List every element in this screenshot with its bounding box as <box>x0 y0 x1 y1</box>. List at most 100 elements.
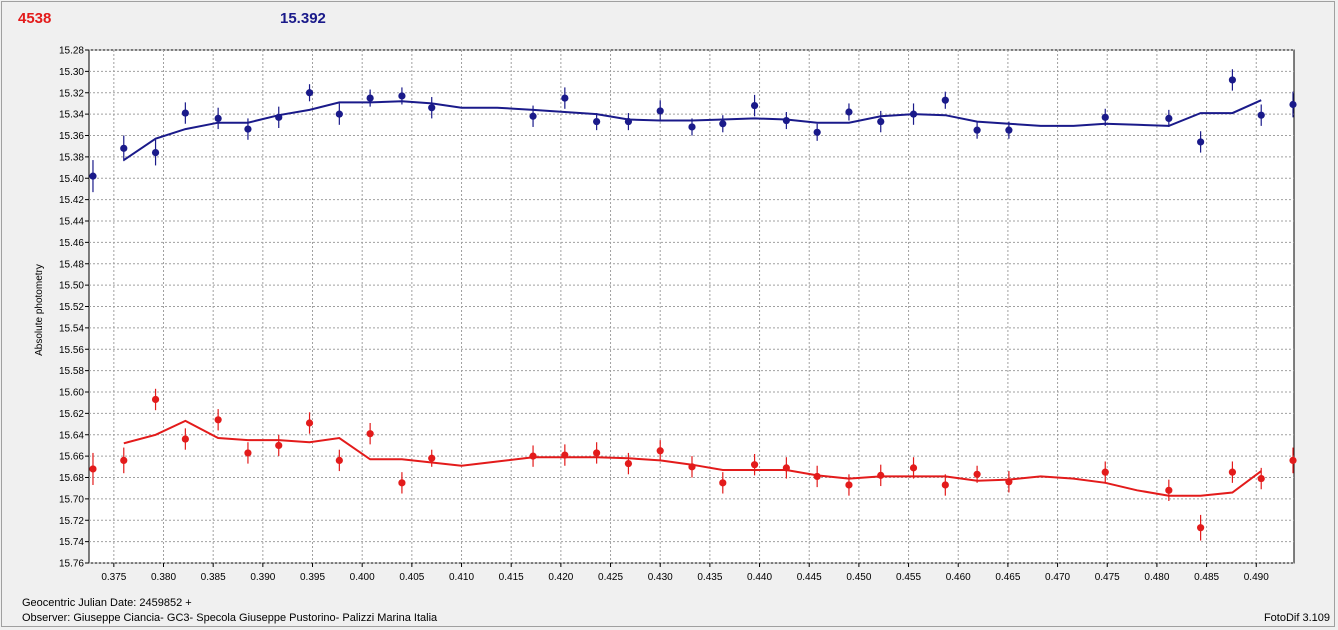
data-point <box>688 123 696 131</box>
y-tick-label: 15.76 <box>59 559 84 570</box>
data-point <box>335 110 343 118</box>
data-point <box>624 460 633 468</box>
data-point <box>813 472 821 481</box>
data-point <box>1197 138 1205 146</box>
y-tick-label: 15.38 <box>59 152 84 163</box>
data-point <box>750 461 759 469</box>
data-point <box>151 395 160 404</box>
data-point <box>782 116 790 125</box>
x-tick-label: 0.410 <box>449 572 474 583</box>
header-mid-value: 15.392 <box>280 10 326 27</box>
data-point <box>89 172 97 180</box>
data-point <box>244 449 252 457</box>
data-point <box>275 113 283 121</box>
data-point <box>181 109 189 117</box>
series-1 <box>89 69 1297 193</box>
y-tick-label: 15.60 <box>59 388 84 399</box>
y-tick-label: 15.44 <box>59 217 84 228</box>
x-tick-label: 0.435 <box>697 572 722 583</box>
x-tick-label: 0.445 <box>797 572 822 583</box>
y-tick-label: 15.30 <box>59 67 84 78</box>
y-tick-label: 15.66 <box>59 452 84 463</box>
data-point <box>909 110 918 118</box>
data-point <box>656 447 664 455</box>
x-tick-label: 0.465 <box>995 572 1020 583</box>
data-point <box>1289 100 1297 109</box>
data-point <box>719 120 727 128</box>
y-tick-label: 15.42 <box>59 195 84 206</box>
x-tick-label: 0.415 <box>499 572 524 583</box>
y-tick-label: 15.50 <box>59 281 84 292</box>
data-point <box>398 479 406 487</box>
data-point <box>750 101 759 110</box>
data-point <box>305 419 314 427</box>
data-point <box>1197 524 1205 532</box>
photometry-chart: 15.28 15.30 15.32 15.34 15.36 15.38 15.40 15.42… <box>34 46 1297 583</box>
data-point <box>593 118 601 126</box>
data-point <box>1005 126 1013 134</box>
y-tick-label: 15.74 <box>59 537 84 548</box>
data-point <box>973 470 981 478</box>
x-tick-label: 0.450 <box>846 572 871 583</box>
data-point <box>275 441 283 450</box>
data-point <box>561 451 569 459</box>
data-point <box>1165 114 1173 122</box>
data-point <box>1289 456 1297 464</box>
data-point <box>877 118 885 126</box>
data-point <box>941 96 949 104</box>
data-point <box>120 144 128 152</box>
data-point <box>1005 478 1013 486</box>
data-point <box>782 464 790 472</box>
x-tick-label: 0.475 <box>1095 572 1120 583</box>
x-tick-label: 0.380 <box>151 572 176 583</box>
x-tick-label: 0.460 <box>946 572 971 583</box>
data-point <box>1257 474 1265 483</box>
data-point <box>1101 468 1109 476</box>
y-tick-label: 15.56 <box>59 345 84 356</box>
x-tick-label: 0.385 <box>201 572 226 583</box>
data-point <box>941 481 949 489</box>
x-axis-ticks: 0.375 0.380 0.385 0.390 0.395 0.400 0.405 0.410… <box>101 563 1269 583</box>
data-point <box>244 125 252 133</box>
data-point <box>1228 468 1237 476</box>
data-point <box>529 452 537 460</box>
x-tick-label: 0.425 <box>598 572 623 583</box>
y-tick-label: 15.62 <box>59 409 84 420</box>
data-point <box>813 128 821 136</box>
data-point <box>656 107 664 115</box>
y-tick-label: 15.54 <box>59 323 84 334</box>
observer-label: Observer: Giuseppe Ciancia- GC3- Specola… <box>22 612 438 624</box>
y-tick-label: 15.36 <box>59 131 84 142</box>
series-layer <box>89 69 1297 541</box>
data-point <box>428 454 436 462</box>
y-tick-label: 15.28 <box>59 46 84 57</box>
data-point <box>688 463 696 471</box>
data-point <box>877 471 885 479</box>
data-point <box>1165 486 1173 494</box>
y-tick-label: 15.68 <box>59 473 84 484</box>
data-point <box>214 114 222 122</box>
y-axis-label: Absolute photometry <box>34 264 45 356</box>
x-tick-label: 0.490 <box>1244 572 1269 583</box>
data-point <box>1228 76 1237 84</box>
x-tick-label: 0.430 <box>648 572 673 583</box>
x-tick-label: 0.455 <box>896 572 921 583</box>
x-tick-label: 0.485 <box>1194 572 1219 583</box>
y-tick-label: 15.70 <box>59 494 84 505</box>
x-tick-label: 0.420 <box>548 572 573 583</box>
header-left-value: 4538 <box>18 10 52 27</box>
y-tick-label: 15.34 <box>59 110 84 121</box>
data-point <box>973 126 981 134</box>
data-point <box>1101 113 1109 121</box>
y-tick-label: 15.46 <box>59 238 84 249</box>
x-tick-label: 0.375 <box>101 572 126 583</box>
y-tick-label: 15.32 <box>59 88 84 99</box>
data-point <box>366 94 374 102</box>
data-point <box>214 416 222 424</box>
y-tick-label: 15.52 <box>59 302 84 313</box>
x-tick-label: 0.480 <box>1144 572 1169 583</box>
data-point <box>1257 111 1265 119</box>
x-tick-label: 0.395 <box>300 572 325 583</box>
data-point <box>89 465 97 473</box>
